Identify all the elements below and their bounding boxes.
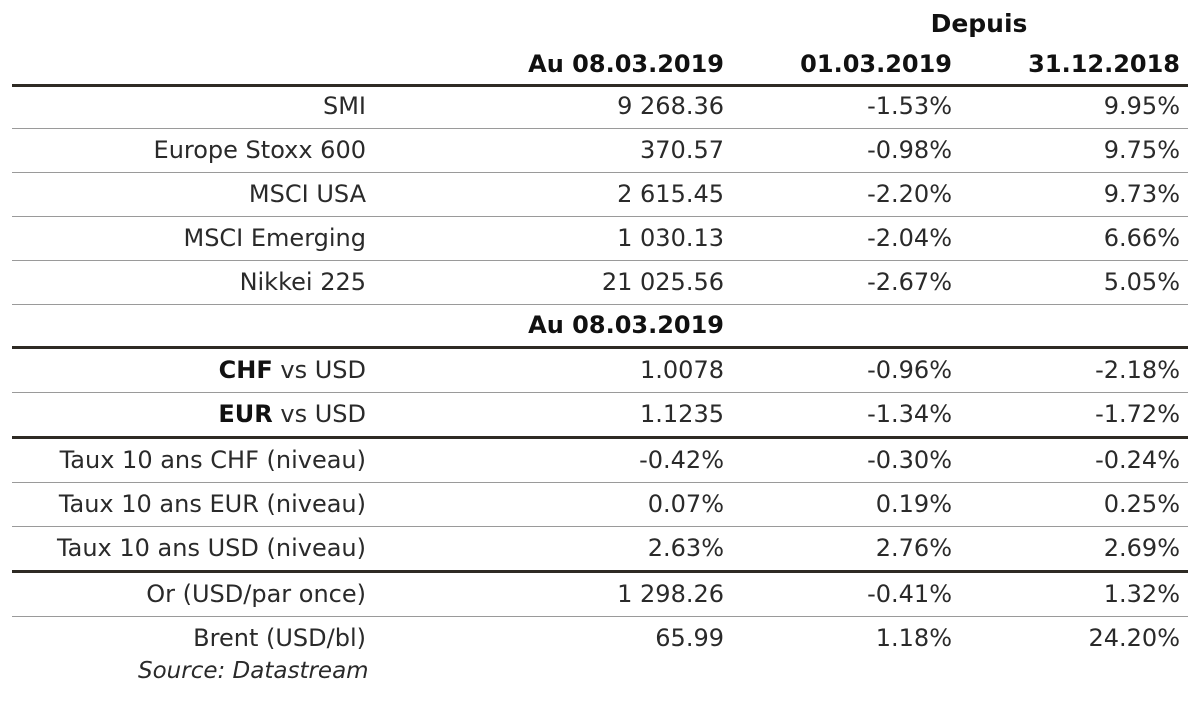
row-label: EUR vs USD (12, 392, 366, 436)
row-value-since-year: 0.25% (1103, 490, 1180, 518)
row-value-since-year: 24.20% (1088, 624, 1180, 652)
row-value-since-week: -2.04% (867, 224, 952, 252)
row-label: SMI (322, 92, 366, 120)
row-label-currency: CHF (218, 356, 273, 384)
row-label-suffix: vs USD (272, 356, 366, 384)
row-value-since-week: 1.18% (875, 624, 952, 652)
table-row-rate-chf: Taux 10 ans CHF (niveau) -0.42% -0.30% -… (12, 438, 1188, 483)
header-depuis: Depuis (930, 9, 1028, 38)
table-row-eur-usd: EUR vs USD 1.1235 -1.34% -1.72% (12, 392, 1188, 439)
row-label: Taux 10 ans CHF (niveau) (59, 446, 366, 474)
row-label-currency: EUR (218, 400, 273, 428)
row-value-level: 1.1235 (640, 400, 724, 428)
row-value-since-week: -0.30% (867, 446, 952, 474)
row-value-level: 1.0078 (640, 356, 724, 384)
row-value-since-year: -2.18% (1095, 356, 1180, 384)
row-value-since-year: 2.69% (1103, 534, 1180, 562)
row-value-since-week: -0.41% (867, 580, 952, 608)
row-value-since-year: 1.32% (1103, 580, 1180, 608)
row-label: MSCI USA (248, 180, 366, 208)
row-value-level: -0.42% (639, 446, 724, 474)
table-row-chf-usd: CHF vs USD 1.0078 -0.96% -2.18% (12, 348, 1188, 393)
row-value-since-week: -1.53% (867, 92, 952, 120)
row-value-level: 2 615.45 (617, 180, 724, 208)
header-col-31-12: 31.12.2018 (1028, 50, 1180, 78)
row-value-since-week: -2.20% (867, 180, 952, 208)
row-label-suffix: vs USD (272, 400, 366, 428)
table-row-gold: Or (USD/par once) 1 298.26 -0.41% 1.32% (12, 572, 1188, 617)
row-label: Brent (USD/bl) (193, 624, 366, 652)
row-value-since-week: 2.76% (875, 534, 952, 562)
row-label: MSCI Emerging (183, 224, 366, 252)
table-row-rate-eur: Taux 10 ans EUR (niveau) 0.07% 0.19% 0.2… (12, 482, 1188, 527)
table-header-row: Au 08.03.2019 01.03.2019 31.12.2018 (12, 44, 1188, 87)
row-value-level: 0.07% (647, 490, 724, 518)
row-label: Taux 10 ans USD (niveau) (56, 534, 366, 562)
table-row-stoxx600: Europe Stoxx 600 370.57 -0.98% 9.75% (12, 128, 1188, 173)
row-label: CHF vs USD (12, 348, 366, 392)
row-value-since-week: -0.96% (867, 356, 952, 384)
row-value-level: 21 025.56 (601, 268, 724, 296)
table-row-brent: Brent (USD/bl) 65.99 1.18% 24.20% (12, 616, 1188, 660)
header-col-au: Au 08.03.2019 (528, 50, 724, 78)
source-note: Source: Datastream (138, 658, 369, 684)
row-value-since-year: 6.66% (1103, 224, 1180, 252)
subheader-col-au: Au 08.03.2019 (528, 311, 724, 339)
table-subheader-row: Au 08.03.2019 (12, 304, 1188, 349)
row-value-level: 2.63% (647, 534, 724, 562)
row-value-level: 1 030.13 (617, 224, 724, 252)
row-value-since-week: 0.19% (875, 490, 952, 518)
row-value-level: 370.57 (640, 136, 724, 164)
table-row-msci-usa: MSCI USA 2 615.45 -2.20% 9.73% (12, 172, 1188, 217)
row-label: Nikkei 225 (239, 268, 366, 296)
table-row-rate-usd: Taux 10 ans USD (niveau) 2.63% 2.76% 2.6… (12, 526, 1188, 573)
row-label: Europe Stoxx 600 (153, 136, 366, 164)
table-row-msci-emerging: MSCI Emerging 1 030.13 -2.04% 6.66% (12, 216, 1188, 261)
row-value-level: 1 298.26 (617, 580, 724, 608)
row-label: Taux 10 ans EUR (niveau) (58, 490, 366, 518)
table-row-nikkei: Nikkei 225 21 025.56 -2.67% 5.05% (12, 260, 1188, 305)
header-col-01-03: 01.03.2019 (800, 50, 952, 78)
row-value-since-year: -0.24% (1095, 446, 1180, 474)
row-value-level: 9 268.36 (617, 92, 724, 120)
row-label: Or (USD/par once) (146, 580, 366, 608)
table-row-smi: SMI 9 268.36 -1.53% 9.95% (12, 84, 1188, 129)
row-value-since-year: 9.95% (1103, 92, 1180, 120)
row-value-since-year: 9.73% (1103, 180, 1180, 208)
row-value-since-week: -0.98% (867, 136, 952, 164)
row-value-since-week: -1.34% (867, 400, 952, 428)
row-value-level: 65.99 (655, 624, 724, 652)
row-value-since-year: -1.72% (1095, 400, 1180, 428)
row-value-since-year: 9.75% (1103, 136, 1180, 164)
row-value-since-week: -2.67% (867, 268, 952, 296)
row-value-since-year: 5.05% (1103, 268, 1180, 296)
